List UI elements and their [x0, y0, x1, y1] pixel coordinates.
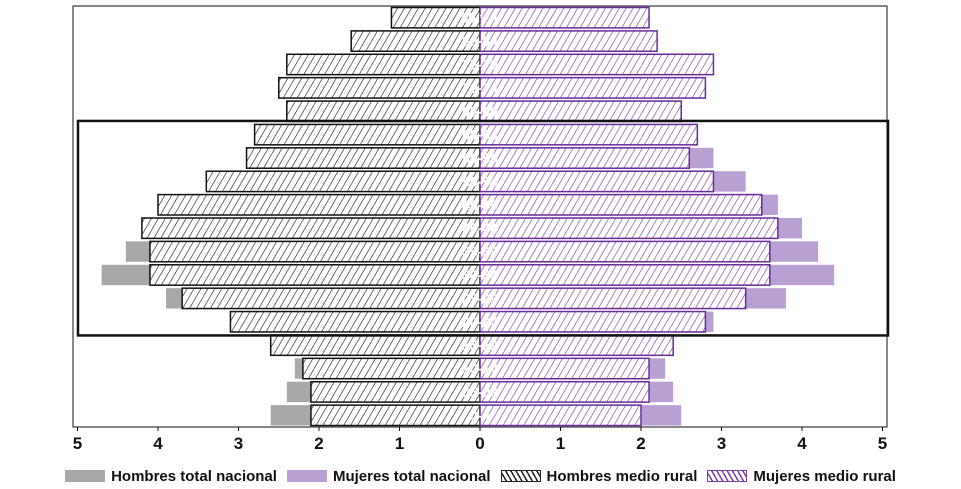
- bar-women-rural-50-54: [479, 170, 715, 193]
- age-label-0-4: 0-4: [470, 407, 490, 423]
- age-label-15-19: 15-19: [462, 337, 498, 353]
- age-label-20-24: 20-24: [462, 314, 498, 330]
- bar-women-rural-20-24: [479, 310, 707, 333]
- bar-men-rural-40-44: [141, 217, 481, 240]
- bar-women-rural-25-29: [479, 287, 747, 310]
- bar-men-rural-45-49: [157, 193, 481, 216]
- bar-women-rural-75-79: [479, 53, 715, 76]
- age-label-40-44: 40-44: [462, 220, 498, 236]
- bar-men-rural-15-19: [269, 334, 481, 357]
- legend-item-women-rural: Mujeres medio rural: [707, 468, 896, 485]
- bar-women-rural-80-84: [479, 30, 658, 53]
- legend-label-men-total: Hombres total nacional: [111, 467, 277, 485]
- bar-men-rural-55-59: [245, 147, 481, 169]
- age-label-60-64: 60-64: [462, 127, 498, 143]
- bar-women-rural-30-34: [479, 264, 771, 286]
- chart-legend: Hombres total nacional Mujeres total nac…: [0, 466, 961, 486]
- x-tick-label: 3: [234, 434, 243, 453]
- population-pyramid-chart: 0-405-0910-1415-1920-2425-2930-3435-3940…: [72, 5, 890, 453]
- bar-women-rural-40-44: [479, 217, 779, 240]
- bar-women-rural-85 y +: [479, 6, 650, 29]
- legend-swatch-women-rural: [707, 470, 748, 482]
- age-label-75-79: 75-79: [462, 56, 498, 72]
- legend-item-men-total: Hombres total nacional: [65, 468, 277, 485]
- bar-women-rural-55-59: [479, 147, 691, 169]
- bar-women-rural-65-69: [479, 100, 682, 123]
- age-label-55-59: 55-59: [462, 150, 498, 166]
- highlight-box: [76, 119, 890, 337]
- legend-item-women-total: Mujeres total nacional: [286, 467, 491, 485]
- x-tick-label: 0: [475, 434, 484, 453]
- bar-women-rural-70-74: [479, 76, 707, 99]
- bar-women-rural-60-64: [479, 123, 699, 146]
- bar-women-rural-0-4: [479, 404, 642, 427]
- legend-item-men-rural: Hombres medio rural: [500, 467, 698, 485]
- x-tick-label: 5: [73, 434, 82, 453]
- bar-men-rural-30-34: [149, 264, 481, 286]
- legend-label-women-rural: Mujeres medio rural: [753, 467, 896, 485]
- age-label-05-09: 05-09: [462, 384, 498, 400]
- age-label-50-54: 50-54: [462, 173, 498, 189]
- x-tick-label: 5: [878, 434, 887, 453]
- bar-women-rural-05-09: [479, 380, 650, 403]
- bar-men-rural-20-24: [229, 310, 481, 333]
- age-label-80-84: 80-84: [462, 33, 498, 49]
- legend-label-men-rural: Hombres medio rural: [546, 467, 698, 485]
- legend-swatch-men-total: [65, 470, 106, 482]
- bar-men-rural-35-39: [149, 240, 481, 263]
- bar-men-rural-70-74: [278, 76, 481, 99]
- bar-men-rural-80-84: [350, 30, 481, 53]
- bar-men-rural-75-79: [286, 53, 481, 76]
- legend-label-women-total: Mujeres total nacional: [332, 467, 491, 485]
- bar-men-rural-0-4: [310, 404, 481, 427]
- x-tick-label: 1: [556, 434, 565, 453]
- x-tick-label: 3: [717, 434, 726, 453]
- age-label-10-14: 10-14: [462, 361, 498, 377]
- x-tick-label: 4: [797, 434, 807, 453]
- bar-women-rural-15-19: [479, 334, 674, 357]
- x-tick-label: 2: [314, 434, 323, 453]
- bar-men-rural-60-64: [253, 123, 481, 146]
- bar-women-rural-45-49: [479, 193, 763, 216]
- age-label-65-69: 65-69: [462, 103, 498, 119]
- bar-men-rural-05-09: [310, 380, 481, 403]
- age-label-70-74: 70-74: [462, 80, 498, 96]
- age-label-35-39: 35-39: [462, 244, 498, 260]
- bar-men-rural-10-14: [302, 357, 481, 380]
- legend-swatch-men-rural: [500, 470, 541, 482]
- x-tick-label: 2: [636, 434, 645, 453]
- bar-women-rural-35-39: [479, 240, 771, 263]
- age-label-25-29: 25-29: [462, 290, 498, 306]
- x-tick-label: 4: [153, 434, 163, 453]
- legend-swatch-women-total: [286, 470, 327, 482]
- bar-men-rural-50-54: [205, 170, 481, 193]
- age-label-30-34: 30-34: [462, 267, 498, 283]
- bar-men-rural-65-69: [286, 100, 481, 123]
- bar-women-rural-10-14: [479, 357, 650, 380]
- age-label-85 y +: 85 y +: [460, 10, 499, 26]
- bar-men-rural-25-29: [181, 287, 481, 310]
- age-label-45-49: 45-49: [462, 197, 498, 213]
- x-tick-label: 1: [395, 434, 404, 453]
